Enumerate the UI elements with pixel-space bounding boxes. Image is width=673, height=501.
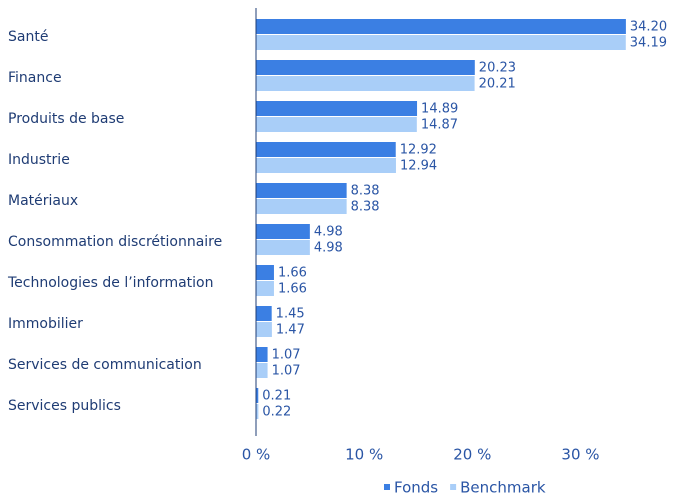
bar: [256, 363, 268, 378]
legend-label: Benchmark: [460, 479, 546, 497]
category-label: Services de communication: [8, 357, 202, 373]
category-label: Consommation discrétionnaire: [8, 234, 222, 250]
value-label: 0.22: [262, 405, 291, 420]
value-label: 1.66: [278, 266, 307, 281]
x-tick-label: 10 %: [345, 446, 383, 464]
bar: [256, 306, 272, 321]
value-label: 4.98: [314, 225, 343, 240]
category-label: Immobilier: [8, 316, 83, 332]
bar: [256, 388, 259, 403]
value-label: 20.23: [479, 61, 516, 76]
bar: [256, 101, 418, 116]
value-label: 12.94: [400, 159, 437, 174]
value-label: 12.92: [400, 143, 437, 158]
value-label: 20.21: [479, 77, 516, 92]
bar: [256, 35, 626, 50]
bar: [256, 158, 396, 173]
x-tick-label: 0 %: [242, 446, 271, 464]
category-label: Santé: [8, 29, 48, 45]
legend-marker: [450, 484, 457, 490]
bar: [256, 224, 310, 239]
legend-marker: [384, 484, 390, 490]
bar: [256, 265, 274, 280]
bar: [256, 404, 259, 419]
bar: [256, 322, 272, 337]
value-label: 14.89: [421, 102, 458, 117]
value-label: 1.07: [272, 348, 301, 363]
value-label: 8.38: [351, 200, 380, 215]
bar: [256, 142, 396, 157]
bar: [256, 117, 417, 132]
value-label: 1.45: [276, 307, 305, 322]
legend-label: Fonds: [394, 479, 438, 497]
bar: [256, 347, 268, 362]
category-label: Services publics: [8, 398, 121, 414]
value-label: 34.19: [630, 36, 667, 51]
category-label: Finance: [8, 70, 62, 86]
category-label: Industrie: [8, 152, 70, 168]
bar: [256, 60, 475, 75]
x-tick-label: 20 %: [453, 446, 491, 464]
category-label: Matériaux: [8, 193, 78, 209]
bar: [256, 199, 347, 214]
value-label: 1.66: [278, 282, 307, 297]
value-label: 4.98: [314, 241, 343, 256]
bar: [256, 240, 310, 255]
value-label: 1.07: [272, 364, 301, 379]
value-label: 34.20: [630, 20, 667, 35]
bar: [256, 281, 274, 296]
value-label: 8.38: [351, 184, 380, 199]
category-label: Technologies de l’information: [7, 275, 213, 291]
x-tick-label: 30 %: [561, 446, 599, 464]
category-label: Produits de base: [8, 111, 124, 127]
bar: [256, 76, 475, 91]
bar: [256, 19, 626, 34]
value-label: 14.87: [421, 118, 458, 133]
bar: [256, 183, 347, 198]
value-label: 1.47: [276, 323, 305, 338]
value-label: 0.21: [262, 389, 291, 404]
